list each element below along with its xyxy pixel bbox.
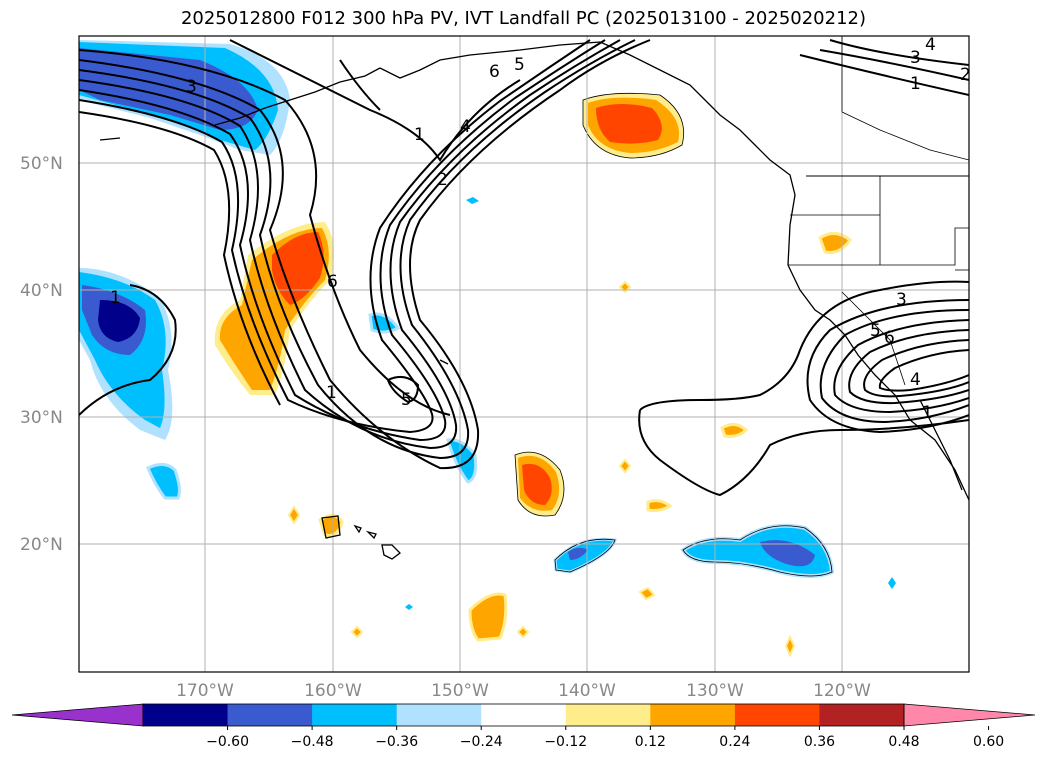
contour-label: 6 [884, 328, 895, 348]
longitude-labels: 170°W 160°W 150°W 140°W 130°W 120°W [176, 681, 871, 701]
colorbar-tick-label: −0.60 [206, 734, 249, 750]
contour-label: 5 [514, 55, 525, 75]
contour-label: 6 [327, 272, 338, 292]
colorbar-frame [142, 703, 905, 727]
lat-label: 20°N [20, 535, 63, 555]
lon-label: 140°W [558, 681, 616, 701]
colorbar-tick-label: 0.48 [888, 734, 919, 750]
contour-label: 3 [896, 290, 907, 310]
colorbar-segment [312, 704, 398, 726]
contour-label: 4 [910, 370, 921, 390]
colorbar: −0.60 −0.48 −0.36 −0.24 −0.12 0.12 0.24 0.36 0.4… [11, 703, 1036, 750]
lon-label: 170°W [176, 681, 234, 701]
colorbar-tick-label: 0.60 [973, 734, 1004, 750]
contour-label: 1 [910, 74, 921, 94]
contour-label: 4 [925, 35, 936, 55]
colorbar-tick-label: 0.36 [804, 734, 835, 750]
contour-label: 2 [960, 65, 971, 85]
coastlines [99, 36, 969, 560]
colorbar-tick-label: 0.24 [719, 734, 750, 750]
map-frame [78, 35, 970, 673]
lat-label: 30°N [20, 408, 63, 428]
lon-label: 130°W [686, 681, 744, 701]
contour-label: 1 [414, 125, 425, 145]
contour-label: 5 [401, 390, 412, 410]
lon-label: 150°W [431, 681, 489, 701]
contour-label: 3 [910, 48, 921, 68]
colorbar-tick-label: −0.24 [460, 734, 503, 750]
lat-label: 40°N [20, 281, 63, 301]
map-title: 2025012800 F012 300 hPa PV, IVT Landfall… [180, 8, 867, 29]
contour-label: 2 [437, 170, 448, 190]
contour-label: 1 [326, 383, 337, 403]
contour-label: 1 [110, 288, 121, 308]
colorbar-segment [143, 704, 229, 726]
colorbar-segment [396, 704, 482, 726]
colorbar-segment [819, 704, 905, 726]
lon-label: 120°W [813, 681, 871, 701]
colorbar-tick-label: −0.48 [291, 734, 334, 750]
pv-contours [79, 39, 969, 497]
colorbar-tick-label: −0.36 [375, 734, 418, 750]
contour-labels: 3 1 6 5 1 2 4 1 6 5 3 1 4 2 3 5 6 4 1 [110, 35, 971, 423]
contour-label: 4 [460, 117, 471, 137]
colorbar-extend-high [903, 703, 1036, 727]
colorbar-segment [565, 704, 651, 726]
contour-label: 5 [870, 321, 881, 341]
latitude-labels: 50°N 40°N 30°N 20°N [20, 154, 63, 555]
lat-label: 50°N [20, 154, 63, 174]
colorbar-extend-low [11, 703, 144, 727]
colorbar-tick-label: 0.12 [635, 734, 666, 750]
colorbar-segment [734, 704, 820, 726]
colorbar-tick-label: −0.12 [544, 734, 587, 750]
lon-label: 160°W [304, 681, 362, 701]
contour-label: 1 [922, 403, 933, 423]
colorbar-segment [481, 704, 567, 726]
contour-label: 6 [489, 62, 500, 82]
gridlines [79, 36, 969, 672]
contour-label: 3 [186, 77, 197, 97]
colorbar-segment [650, 704, 736, 726]
colorbar-segment [227, 704, 313, 726]
